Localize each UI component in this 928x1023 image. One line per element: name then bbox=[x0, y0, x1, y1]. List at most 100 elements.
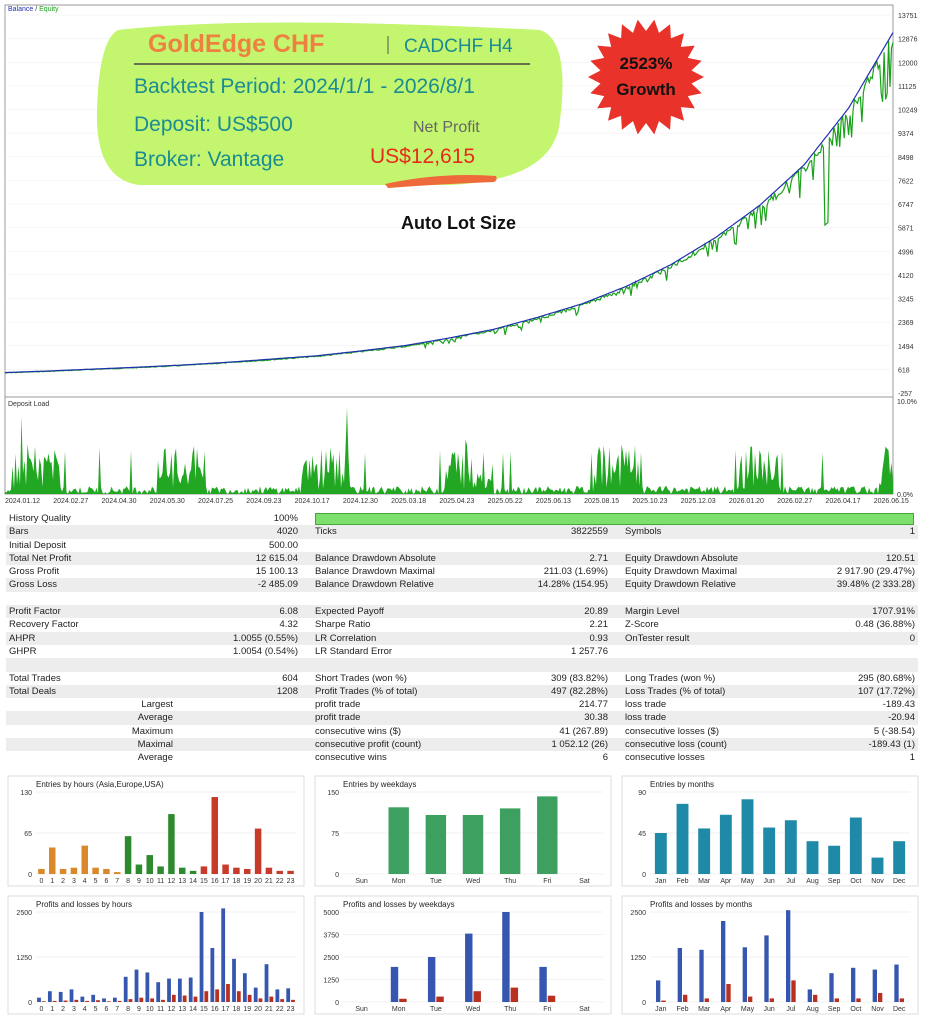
small-chart-xtick: Mar bbox=[698, 1006, 711, 1013]
profit-bar bbox=[742, 947, 747, 1002]
net-profit-label: Net Profit bbox=[413, 119, 480, 136]
small-chart-xtick: 9 bbox=[137, 1006, 141, 1013]
stat-value: 4.32 bbox=[279, 619, 299, 631]
small-chart-xtick: 12 bbox=[168, 878, 176, 885]
small-chart-xtick: 14 bbox=[189, 878, 197, 885]
stat-value: 0.93 bbox=[589, 632, 609, 644]
small-chart-title: Entries by hours (Asia,Europe,USA) bbox=[36, 780, 164, 789]
small-chart-xtick: Mon bbox=[392, 1006, 406, 1013]
y-tick-label: -257 bbox=[898, 391, 912, 398]
stat-value: 1 bbox=[909, 752, 915, 764]
loss-bar bbox=[769, 998, 774, 1002]
stat-label: profit trade bbox=[315, 712, 361, 724]
small-chart-xtick: 14 bbox=[189, 1006, 197, 1013]
bar bbox=[200, 866, 208, 874]
loss-bar bbox=[748, 996, 753, 1002]
small-chart-ytick: 130 bbox=[20, 790, 32, 797]
stat-label bbox=[611, 539, 811, 552]
stats-row: Bars 4020 Ticks 3822559 Symbols 1 bbox=[6, 525, 918, 539]
stat-value bbox=[511, 658, 611, 671]
bar bbox=[92, 867, 99, 874]
date-tick-label: 2025.04.23 bbox=[439, 498, 474, 505]
stat-label bbox=[301, 539, 511, 552]
profit-bar bbox=[253, 987, 258, 1002]
stat-label: Average bbox=[137, 752, 173, 764]
profit-bar bbox=[221, 908, 226, 1002]
small-chart-xtick: Nov bbox=[871, 878, 884, 885]
profit-bar bbox=[677, 948, 682, 1002]
date-tick-label: 2025.10.23 bbox=[632, 498, 667, 505]
small-chart-xtick: 23 bbox=[287, 878, 295, 885]
bar bbox=[871, 857, 884, 874]
stat-label: Profit Factor bbox=[9, 606, 61, 618]
stat-value bbox=[811, 592, 918, 605]
small-chart-title: Profits and losses by weekdays bbox=[343, 900, 455, 909]
small-chart-xtick: Jun bbox=[764, 878, 775, 885]
loss-bar bbox=[399, 998, 407, 1002]
stat-value: -2 485.09 bbox=[257, 579, 298, 591]
legend-balance: Balance bbox=[8, 6, 33, 13]
stat-value: 604 bbox=[282, 672, 298, 684]
small-chart-xtick: 21 bbox=[265, 1006, 273, 1013]
loss-bar bbox=[726, 984, 731, 1002]
stat-value: -20.94 bbox=[888, 712, 915, 724]
small-chart-ytick: 0 bbox=[28, 872, 32, 879]
y-tick-label: 4996 bbox=[898, 249, 914, 256]
stat-label bbox=[301, 658, 511, 671]
y-tick-label: 7622 bbox=[898, 178, 914, 185]
bar bbox=[244, 868, 251, 874]
small-chart-xtick: 19 bbox=[243, 1006, 251, 1013]
y-tick-label: 9374 bbox=[898, 131, 914, 138]
stats-row: Total Deals 1208 Profit Trades (% of total… bbox=[6, 684, 918, 699]
small-chart-title: Profits and losses by hours bbox=[36, 900, 132, 909]
stat-value: -189.43 bbox=[882, 699, 915, 711]
stats-row bbox=[6, 658, 918, 672]
small-chart-xtick: 22 bbox=[276, 1006, 284, 1013]
profit-bar bbox=[167, 978, 171, 1002]
promo-callout bbox=[96, 22, 563, 185]
bar bbox=[168, 814, 175, 874]
bar bbox=[59, 868, 67, 874]
small-chart-xtick: Fri bbox=[543, 1006, 552, 1013]
y-tick-label: 5871 bbox=[898, 226, 914, 233]
stat-value bbox=[176, 711, 301, 724]
stat-label: Initial Deposit bbox=[9, 539, 67, 551]
small-chart-xtick: 18 bbox=[233, 1006, 241, 1013]
loss-bar bbox=[510, 987, 519, 1002]
loss-bar bbox=[856, 998, 861, 1002]
loss-bar bbox=[215, 989, 220, 1002]
y-tick-label: 4120 bbox=[898, 273, 914, 280]
stat-value bbox=[176, 738, 301, 751]
small-chart-xtick: 7 bbox=[115, 878, 119, 885]
stat-label: Bars bbox=[9, 526, 29, 538]
small-chart-xtick: Dec bbox=[893, 878, 906, 885]
y-tick-label: 11125 bbox=[898, 84, 917, 91]
stat-value: 39.48% (2 333.28) bbox=[836, 579, 915, 591]
small-chart-xtick: Jan bbox=[655, 878, 666, 885]
profit-bar bbox=[91, 994, 96, 1002]
bar bbox=[49, 847, 56, 874]
stat-value bbox=[511, 539, 611, 552]
stat-value: 2.21 bbox=[589, 619, 609, 631]
profit-bar bbox=[134, 969, 139, 1002]
y-tick-label: 618 bbox=[898, 367, 910, 374]
loss-bar bbox=[473, 991, 481, 1002]
small-chart-xtick: 0 bbox=[39, 1006, 43, 1013]
stat-label: OnTester result bbox=[625, 632, 690, 644]
promo-broker: Broker: Vantage bbox=[134, 148, 284, 171]
stat-label: Maximum bbox=[131, 725, 173, 737]
small-chart-frame bbox=[621, 895, 919, 1015]
loss-bar bbox=[683, 994, 688, 1002]
loss-bar bbox=[791, 980, 796, 1002]
profit-bar bbox=[721, 921, 726, 1002]
small-chart-xtick: Apr bbox=[720, 878, 732, 885]
small-chart-xtick: 22 bbox=[276, 878, 284, 885]
profit-bar bbox=[872, 969, 877, 1002]
date-tick-label: 2025.03.18 bbox=[391, 498, 426, 505]
small-chart-xtick: Tue bbox=[430, 878, 442, 885]
y-tick-label: 2369 bbox=[898, 320, 914, 327]
small-chart-xtick: Tue bbox=[430, 1006, 442, 1013]
bar bbox=[806, 841, 819, 874]
bar bbox=[103, 868, 110, 874]
bar bbox=[81, 845, 88, 874]
